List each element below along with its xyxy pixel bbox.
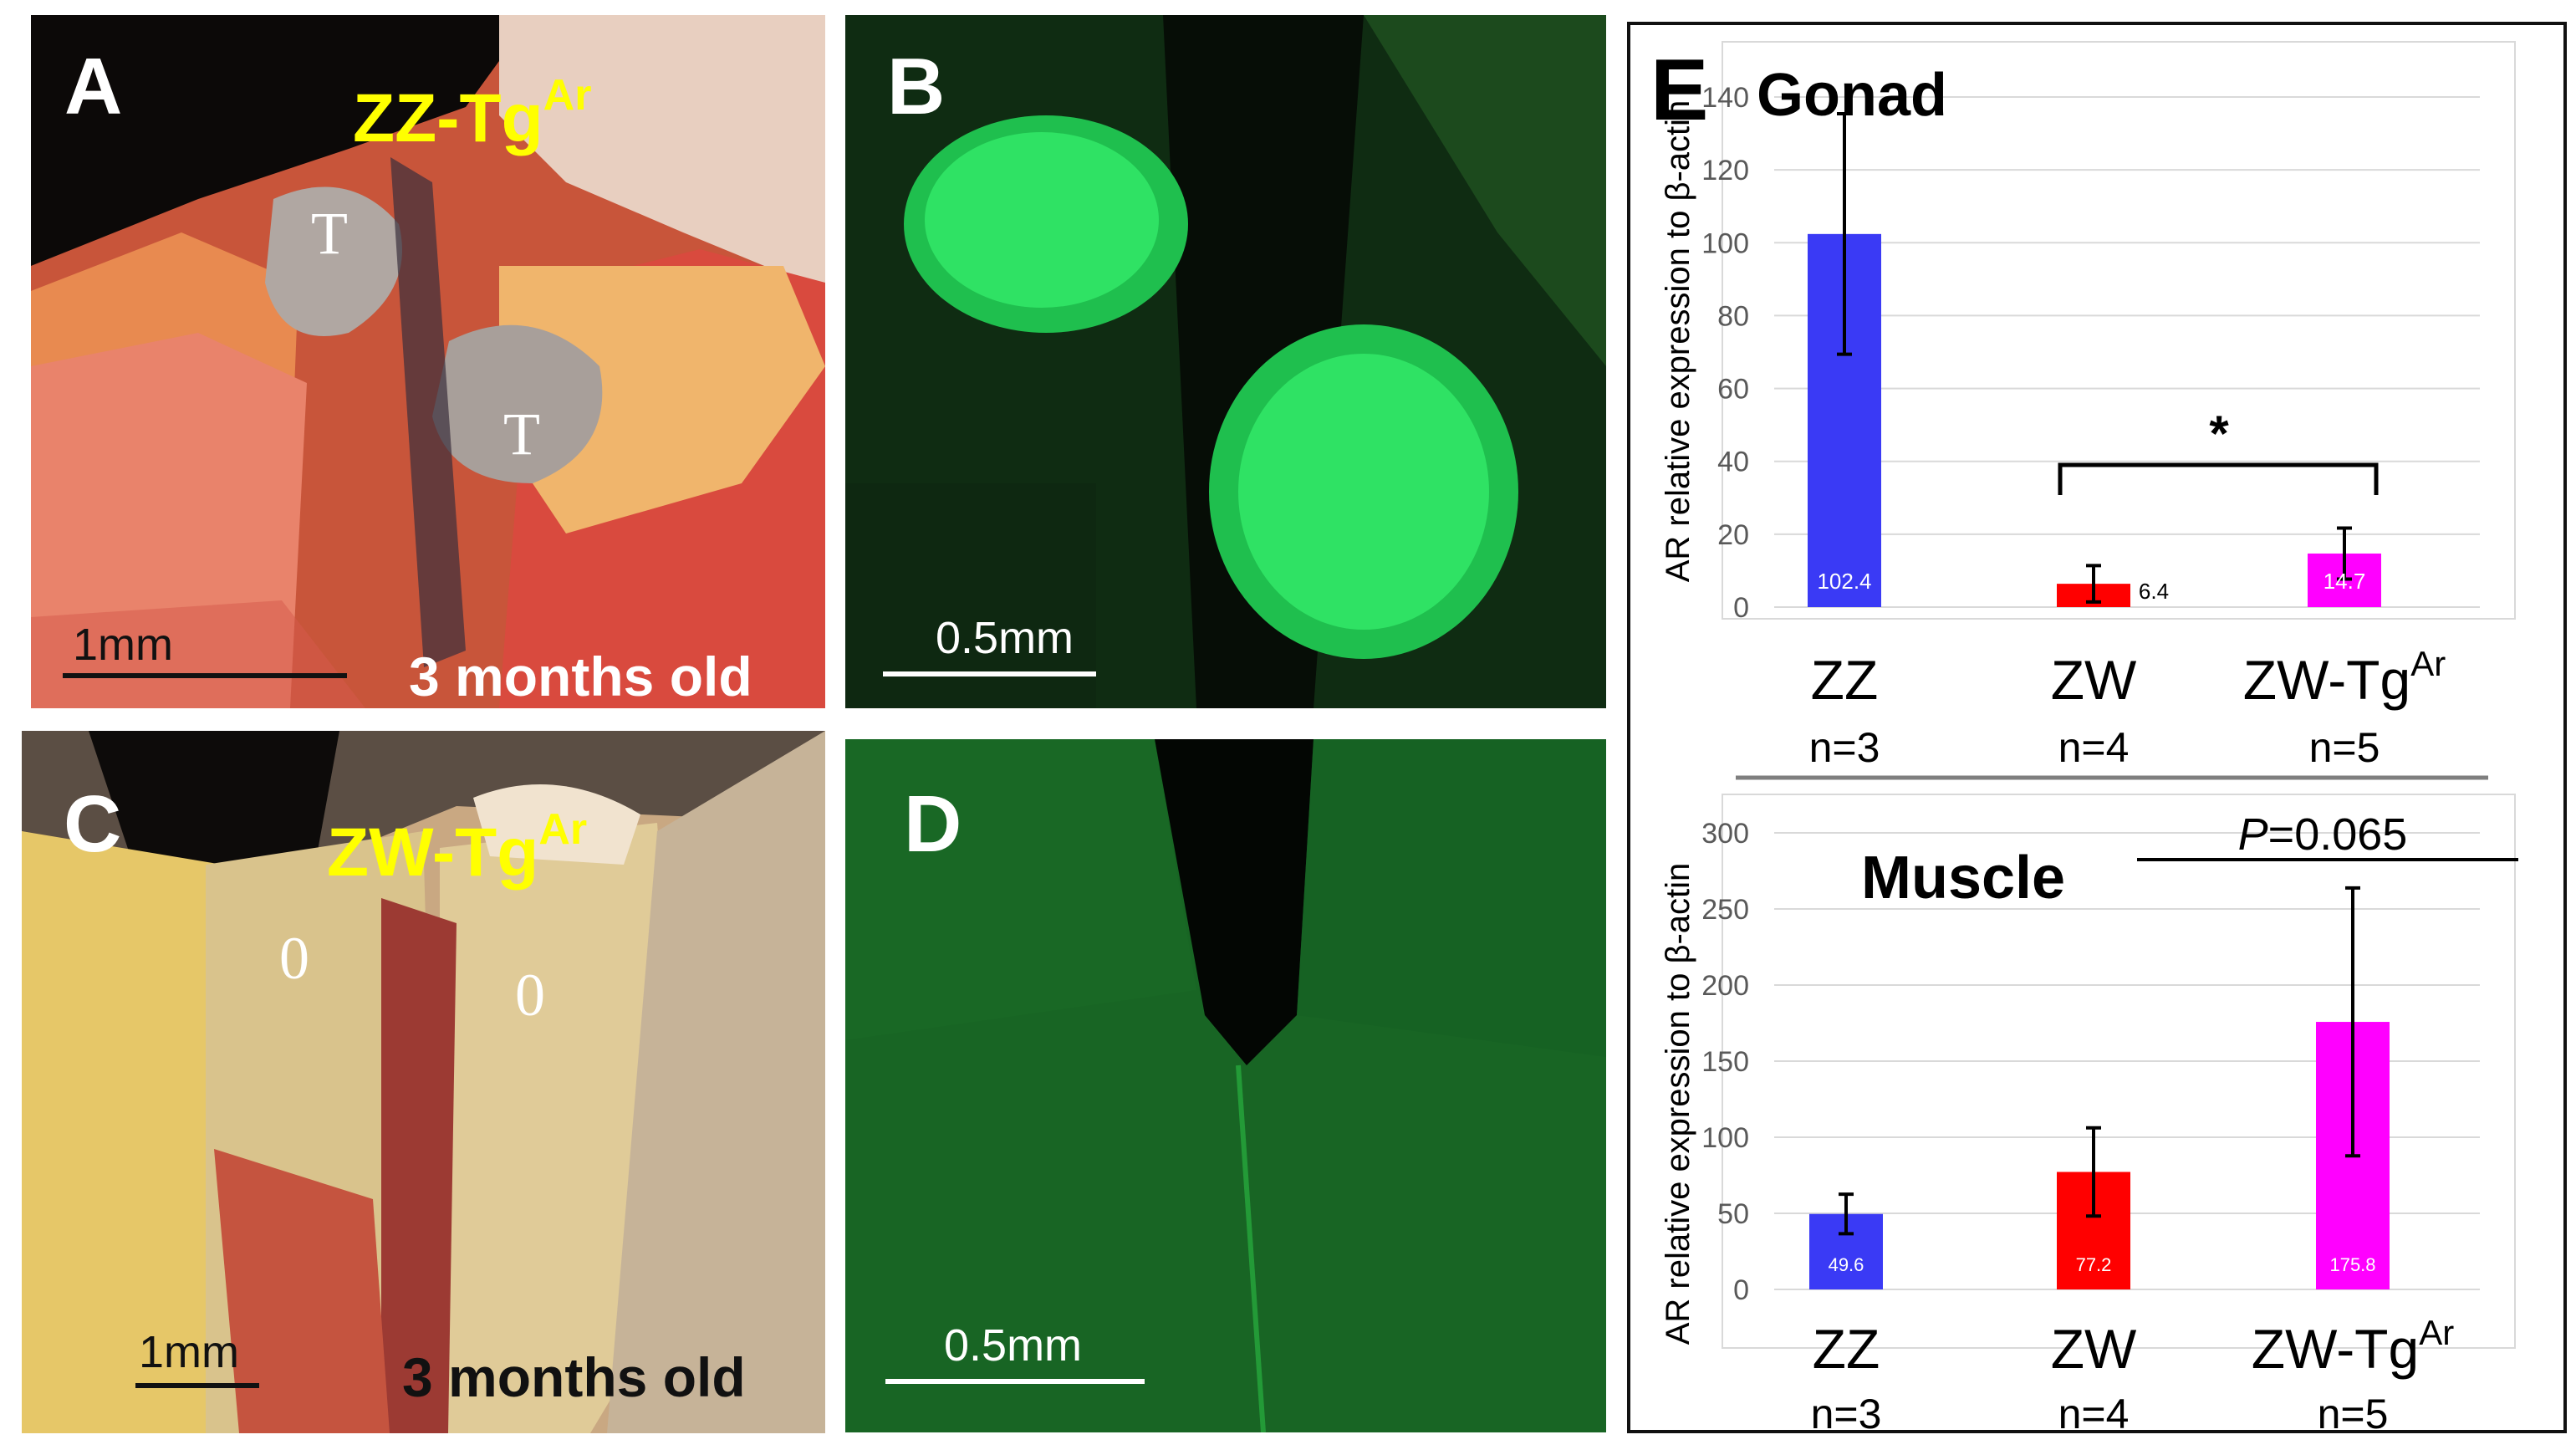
panel-a-letter: A [64, 42, 123, 131]
panel-a-photo [31, 15, 825, 708]
chart-muscle-ytick-label: 50 [1717, 1198, 1749, 1230]
panel-b-letter: B [887, 42, 946, 131]
chart-gonad-ytick-label: 40 [1717, 447, 1749, 478]
panel-a-title: ZZ-TgAr [353, 74, 591, 153]
panel-c-title: ZW-TgAr [327, 808, 587, 887]
panel-c-scale-bar [135, 1383, 259, 1388]
panel-e-letter: E [1650, 42, 1709, 139]
chart-gonad-significance-bracket [2058, 462, 2379, 495]
chart-muscle-ytick-label: 250 [1701, 894, 1749, 926]
panel-c-age: 3 months old [402, 1346, 746, 1408]
chart-muscle-ytick-label: 200 [1701, 970, 1749, 1002]
chart-muscle-value-label: 175.8 [2329, 1254, 2375, 1275]
chart-gonad-value-label: 102.4 [1817, 569, 1871, 594]
panel-d-letter: D [904, 779, 962, 869]
panel-a-testis-label-2: T [503, 401, 540, 467]
panel-b-scale-bar [883, 671, 1096, 676]
chart-gonad-category-label: ZW [2051, 649, 2137, 711]
chart-muscle-ytick-label: 100 [1701, 1122, 1749, 1154]
chart-gonad-ylabel: AR relative expression to β-actin [1660, 100, 1696, 583]
chart-muscle-n-label: n=4 [2058, 1391, 2130, 1433]
panel-d-scale-bar [885, 1379, 1145, 1384]
chart-gonad-value-label: 6.4 [2139, 579, 2169, 604]
chart-muscle-value-label: 49.6 [1829, 1254, 1864, 1275]
chart-gonad-ytick-label: 100 [1701, 227, 1749, 259]
chart-gonad-category-label: ZZ [1811, 649, 1879, 711]
chart-gonad-significance-label: * [2209, 406, 2229, 462]
panel-a-title-main: ZZ-Tg [353, 80, 543, 156]
chart-gonad-title: Gonad [1757, 62, 1947, 129]
panel-b-fluorescence [845, 15, 1606, 708]
panel-c-ovary-label-1: 0 [279, 925, 309, 992]
chart-gonad-ytick-label: 120 [1701, 155, 1749, 186]
chart-muscle-n-label: n=3 [1811, 1391, 1882, 1433]
panel-c-title-sup: Ar [538, 805, 588, 854]
chart-gonad-ytick-label: 0 [1733, 592, 1749, 624]
chart-gonad-n-label: n=5 [2309, 724, 2380, 771]
chart-muscle-significance-label: P=0.065 [2238, 809, 2408, 860]
panel-c-title-main: ZW-Tg [327, 814, 539, 891]
chart-muscle-title: Muscle [1861, 845, 2065, 911]
chart-gonad-n-label: n=3 [1809, 724, 1880, 771]
chart-gonad-category-label: ZW-TgAr [2243, 644, 2446, 711]
chart-gonad-ytick-label: 20 [1717, 519, 1749, 551]
panel-c-photo [22, 731, 825, 1433]
chart-gonad-value-label: 14.7 [2324, 569, 2366, 594]
chart-muscle-ytick-label: 0 [1733, 1274, 1749, 1306]
panel-a: A ZZ-TgAr T T 1mm 3 months old [31, 15, 825, 708]
panel-a-title-sup: Ar [543, 71, 592, 120]
panel-d-scale-label: 0.5mm [944, 1320, 1083, 1371]
chart-gonad-n-label: n=4 [2058, 724, 2130, 771]
panel-a-age: 3 months old [409, 646, 752, 707]
chart-muscle-value-label: 77.2 [2076, 1254, 2112, 1275]
panel-d: D 0.5mm [845, 739, 1606, 1432]
panel-a-testis-label-1: T [311, 200, 348, 267]
chart-muscle-plot-area [1722, 794, 2516, 1349]
panel-a-scale-bar [63, 673, 347, 678]
panel-d-fluorescence [845, 739, 1606, 1432]
panel-b-scale-label: 0.5mm [936, 613, 1074, 663]
chart-muscle-category-label: ZW [2051, 1318, 2137, 1380]
chart-gonad-ytick-label: 80 [1717, 300, 1749, 332]
panel-a-scale-label: 1mm [73, 620, 173, 670]
chart-gonad-ytick-label: 140 [1701, 82, 1749, 114]
chart-gonad-ytick-label: 60 [1717, 374, 1749, 406]
panel-c-letter: C [64, 779, 122, 869]
panel-b: B 0.5mm [845, 15, 1606, 708]
chart-muscle-n-label: n=5 [2318, 1391, 2389, 1433]
chart-muscle-ytick-label: 300 [1701, 818, 1749, 850]
panel-c: C ZW-TgAr 0 0 1mm 3 months old [22, 731, 825, 1433]
chart-muscle-ylabel: AR relative expression to β-actin [1660, 863, 1696, 1345]
chart-muscle-ytick-label: 150 [1701, 1046, 1749, 1078]
chart-muscle-category-label: ZZ [1813, 1318, 1880, 1380]
panel-c-scale-label: 1mm [139, 1327, 239, 1377]
chart-muscle-category-label: ZW-TgAr [2252, 1313, 2454, 1380]
chart-gonad-plot-area [1722, 41, 2516, 620]
panel-c-ovary-label-2: 0 [515, 962, 545, 1029]
